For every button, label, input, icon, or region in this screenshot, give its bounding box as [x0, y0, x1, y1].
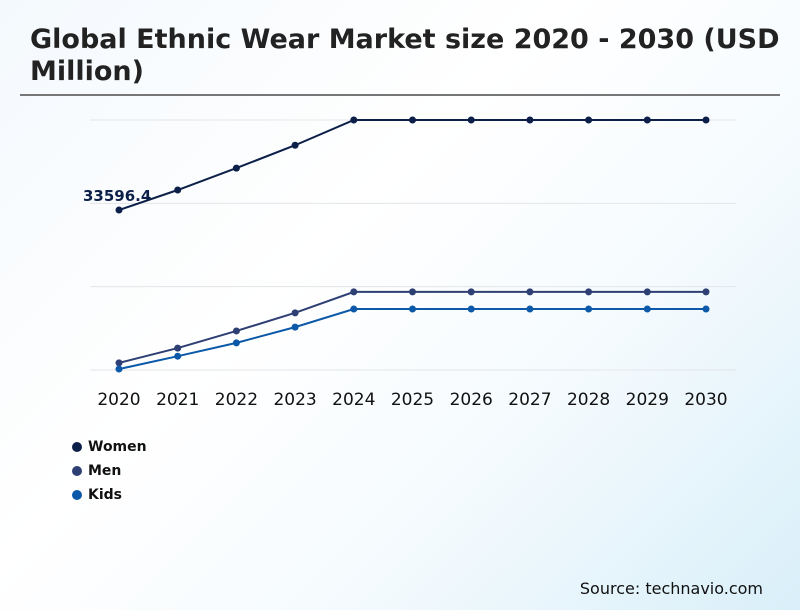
x-tick-label: 2024 [332, 390, 375, 410]
series-line-women [118, 119, 706, 211]
data-point-women [174, 186, 182, 194]
data-point-men [350, 288, 358, 296]
legend-item-men: Men [72, 459, 147, 483]
data-point-kids [350, 305, 358, 313]
x-tick-label: 2026 [450, 390, 493, 410]
data-point-women [291, 141, 299, 149]
x-tick-label: 2030 [684, 390, 727, 410]
x-tick-label: 2020 [97, 390, 140, 410]
legend-item-women: Women [72, 435, 147, 459]
legend-item-kids: Kids [72, 483, 147, 507]
data-point-men [526, 288, 534, 296]
x-tick-label: 2023 [273, 390, 316, 410]
data-point-men [585, 288, 593, 296]
data-point-women [115, 206, 123, 214]
data-point-kids [643, 305, 651, 313]
data-point-women [702, 116, 710, 124]
legend-dot [72, 490, 82, 500]
series-line-men [118, 290, 706, 364]
legend-label: Women [88, 439, 147, 455]
data-label: 33596.4 [83, 187, 151, 205]
data-point-kids [585, 305, 593, 313]
data-point-men [467, 288, 475, 296]
data-point-kids [115, 365, 123, 373]
x-tick-label: 2021 [156, 390, 199, 410]
data-point-men [174, 344, 182, 352]
legend-label: Kids [88, 487, 123, 503]
data-point-men [702, 288, 710, 296]
legend: Women Men Kids [72, 435, 147, 507]
data-point-women [585, 116, 593, 124]
data-point-kids [702, 305, 710, 313]
data-point-kids [526, 305, 534, 313]
data-point-men [643, 288, 651, 296]
x-tick-label: 2022 [215, 390, 258, 410]
data-point-women [232, 164, 240, 172]
x-tick-label: 2028 [567, 390, 610, 410]
data-point-women [350, 116, 358, 124]
chart-title: Global Ethnic Wear Market size 2020 - 20… [30, 24, 780, 87]
legend-dot [72, 466, 82, 476]
x-tick-label: 2027 [508, 390, 551, 410]
x-tick-label: 2025 [391, 390, 434, 410]
legend-dot [72, 442, 82, 452]
data-point-men [115, 359, 123, 367]
source-text: Source: technavio.com [579, 579, 763, 598]
data-point-men [409, 288, 416, 296]
data-point-men [291, 309, 299, 317]
data-point-kids [467, 305, 475, 313]
title-divider [20, 94, 780, 96]
data-point-kids [174, 352, 182, 360]
data-point-kids [232, 339, 240, 347]
data-point-kids [291, 323, 299, 331]
data-point-women [467, 116, 475, 124]
data-point-women [526, 116, 534, 124]
data-point-women [643, 116, 651, 124]
data-point-women [409, 116, 416, 124]
data-point-men [232, 327, 240, 335]
x-tick-label: 2029 [626, 390, 669, 410]
data-point-kids [409, 305, 416, 313]
legend-label: Men [88, 463, 122, 479]
